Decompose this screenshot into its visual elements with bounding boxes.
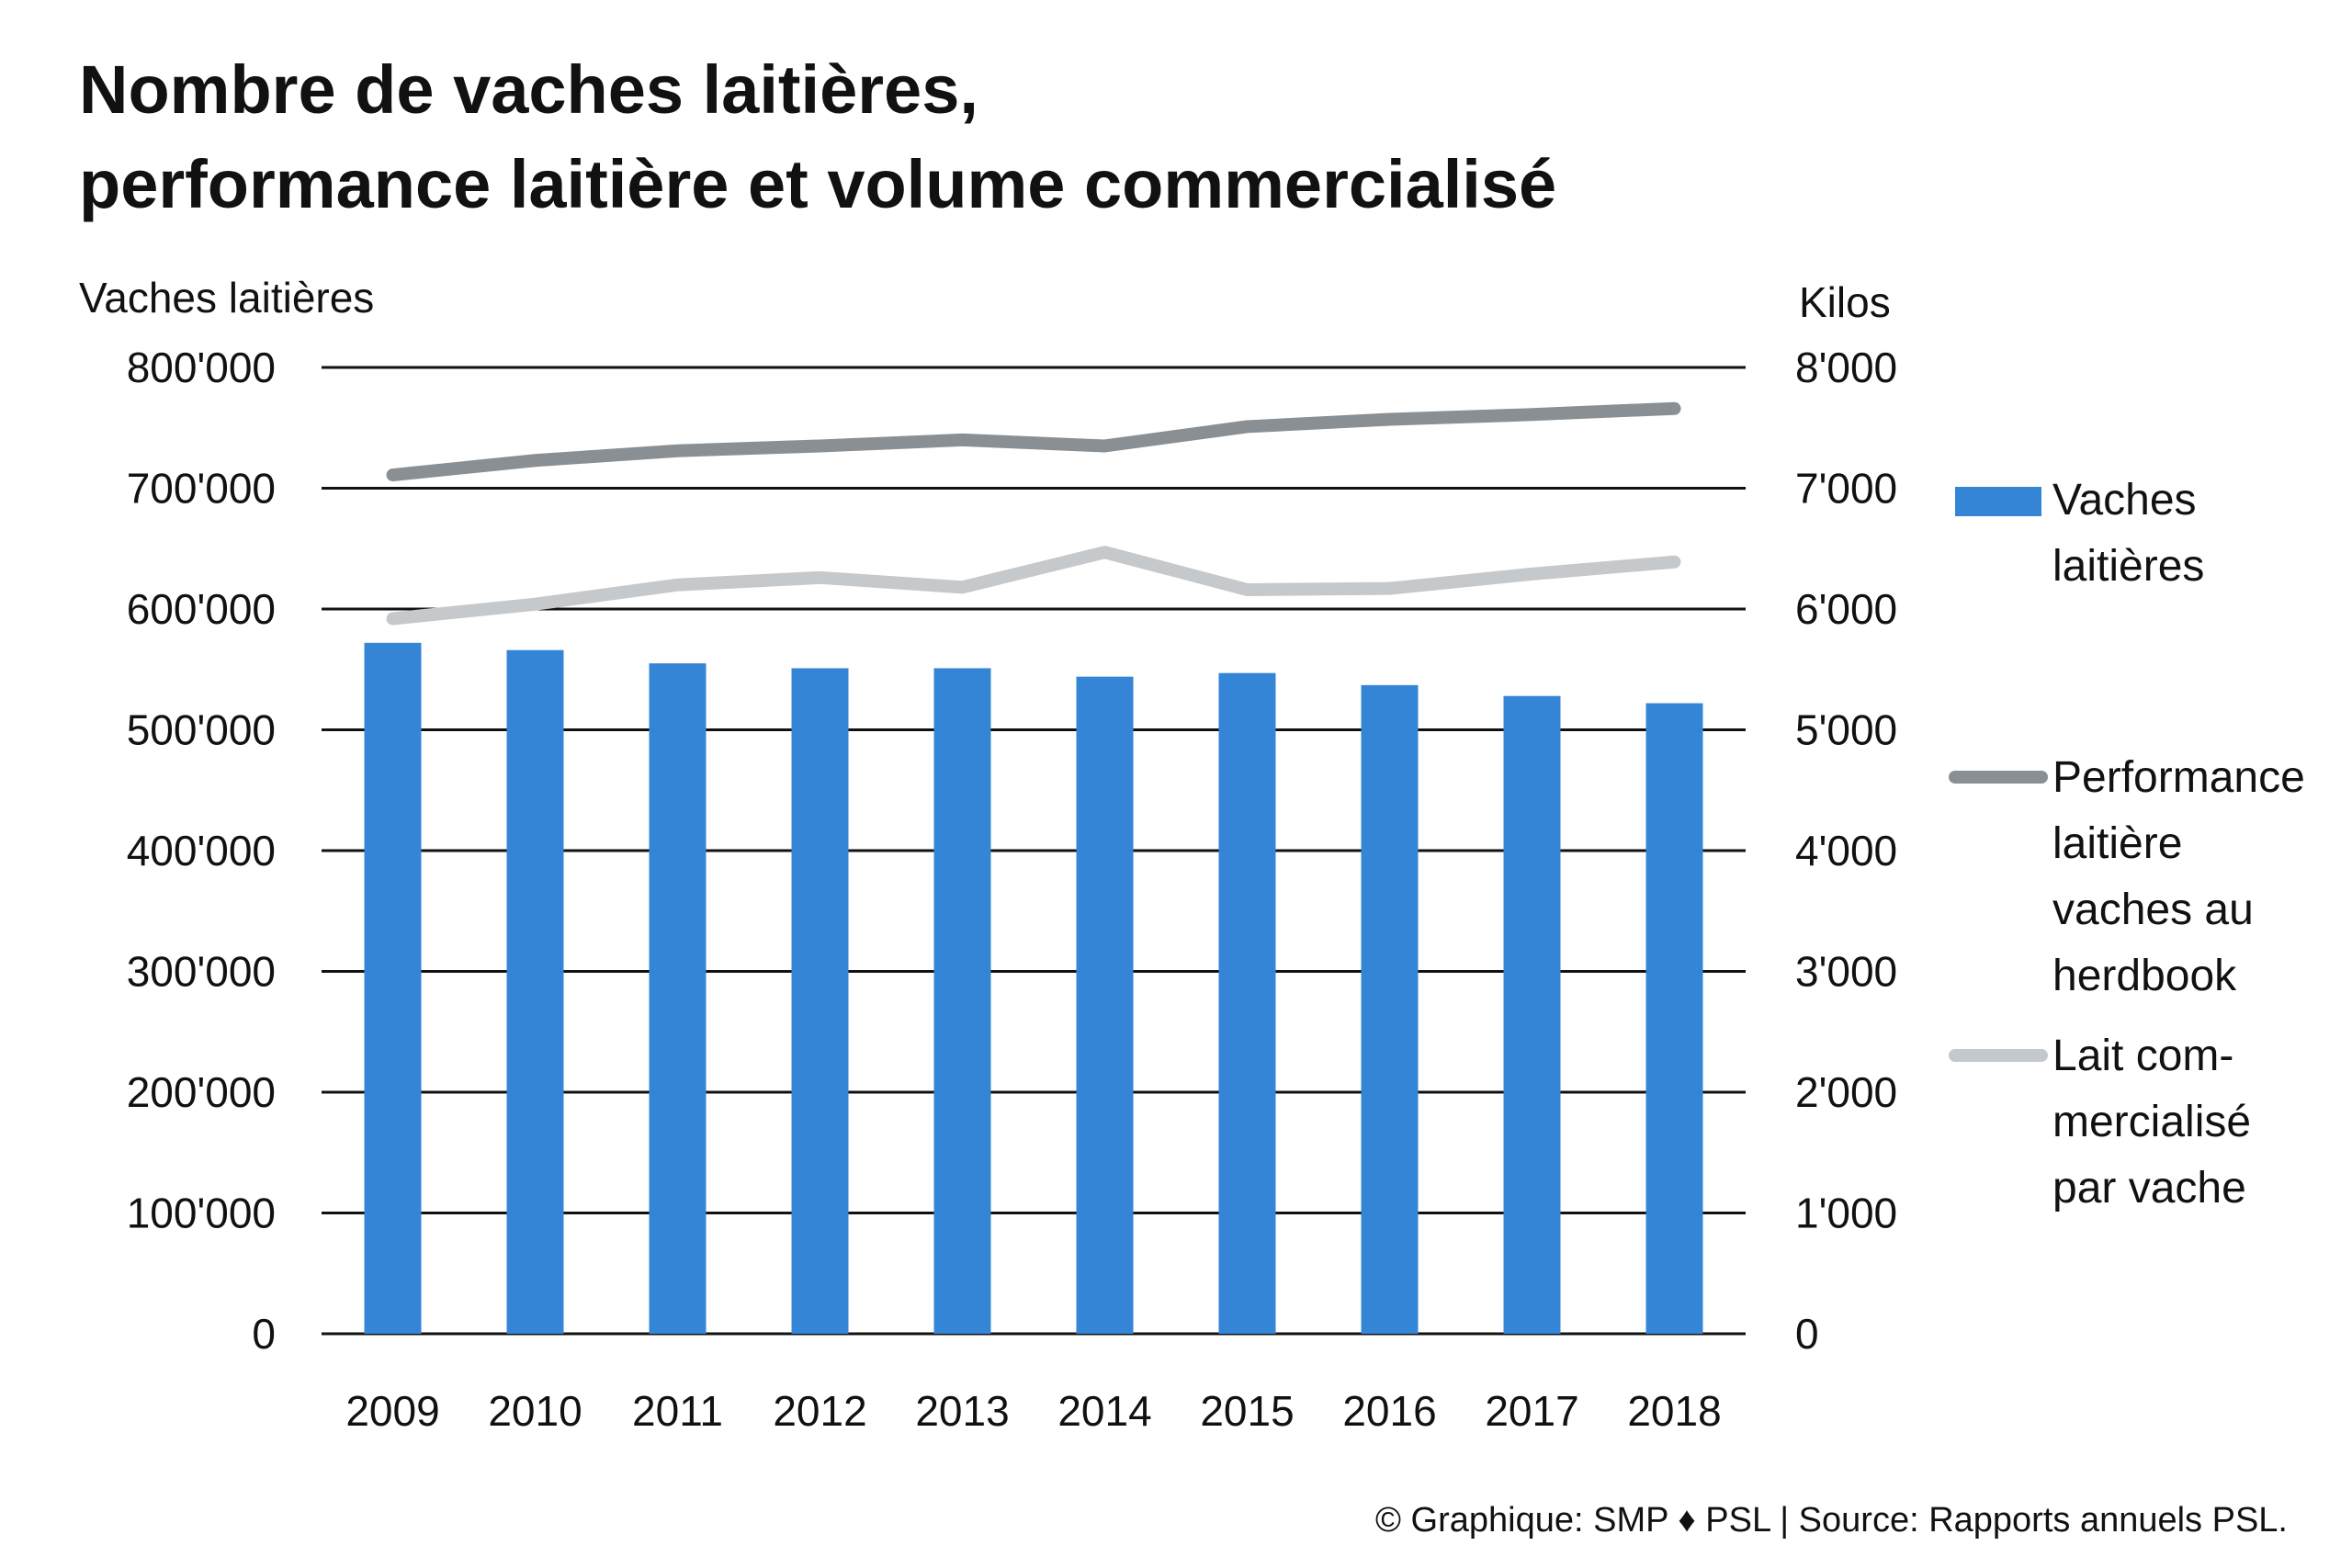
right-tick-label: 0 — [1795, 1310, 1819, 1358]
chart-title-line-2: performance laitière et volume commercia… — [79, 146, 1556, 222]
legend-label: Vaches — [2052, 476, 2197, 525]
line-point — [676, 449, 679, 452]
left-tick-label: 700'000 — [127, 465, 276, 513]
x-tick-label: 2014 — [1057, 1387, 1151, 1435]
x-tick-label: 2016 — [1342, 1387, 1436, 1435]
right-axis-title: Kilos — [1799, 278, 1891, 326]
left-tick-label: 600'000 — [127, 585, 276, 633]
right-tick-label: 6'000 — [1795, 585, 1897, 633]
left-tick-label: 800'000 — [127, 344, 276, 391]
bar-2010 — [506, 649, 564, 1334]
line-point — [1103, 445, 1106, 447]
right-tick-label: 3'000 — [1795, 948, 1897, 996]
left-tick-label: 400'000 — [127, 827, 276, 874]
left-tick-label: 200'000 — [127, 1068, 276, 1116]
left-tick-label: 300'000 — [127, 948, 276, 996]
left-tick-label: 500'000 — [127, 706, 276, 754]
line-point — [961, 586, 964, 589]
line-point — [1388, 587, 1391, 590]
line-series-1 — [386, 401, 1681, 482]
bar-2014 — [1076, 676, 1134, 1334]
legend-label: laitières — [2052, 542, 2204, 591]
x-tick-label: 2017 — [1485, 1387, 1578, 1435]
right-tick-label: 5'000 — [1795, 706, 1897, 754]
x-tick-label: 2010 — [488, 1387, 582, 1435]
x-tick-label: 2011 — [632, 1387, 723, 1435]
x-tick-label: 2015 — [1200, 1387, 1294, 1435]
x-tick-label: 2009 — [345, 1387, 439, 1435]
line-point — [534, 459, 537, 462]
line-point — [1103, 551, 1106, 554]
legend: Vaches laitières Performance laitière vaches… — [1949, 476, 2305, 1213]
line-point — [1673, 560, 1676, 563]
line-point — [676, 583, 679, 586]
legend-label: mercialisé — [2052, 1098, 2251, 1146]
right-tick-label: 4'000 — [1795, 827, 1897, 874]
x-tick-label: 2013 — [915, 1387, 1009, 1435]
legend-item: Lait com-mercialisé par vache — [1949, 1032, 2251, 1213]
line-point — [391, 617, 394, 620]
line-point — [1531, 572, 1533, 575]
right-tick-label: 7'000 — [1795, 465, 1897, 513]
chart-title-line-1: Nombre de vaches laitières, — [79, 51, 978, 128]
source-credit: © Graphique: SMP ♦ PSL | Source: Rapport… — [1375, 1501, 2288, 1540]
line-point — [819, 576, 821, 579]
line-point — [961, 438, 964, 441]
legend-label: herdbook — [2052, 952, 2237, 1000]
bar-2016 — [1361, 684, 1419, 1334]
legend-item: Performance laitière vaches au herdbook — [1949, 753, 2305, 1000]
line-point — [1531, 413, 1533, 416]
left-axis-ticks: 0 100'000 200'000 300'000 400'000 500'000 600'… — [127, 344, 276, 1358]
line-point — [391, 474, 394, 477]
line-point — [1246, 588, 1249, 591]
right-axis-ticks: 0 1'000 2'000 3'000 4'000 5'000 6'000 7'000 8'00… — [1795, 344, 1897, 1358]
legend-label: Performance — [2052, 753, 2305, 802]
line-point — [1246, 425, 1249, 428]
bar-2015 — [1218, 672, 1276, 1334]
x-tick-label: 2018 — [1627, 1387, 1721, 1435]
bar-2011 — [649, 663, 707, 1334]
legend-label: vaches au — [2052, 886, 2254, 934]
bar-2017 — [1503, 695, 1561, 1334]
x-axis-ticks: 2009 2010 2011 2012 2013 2014 2015 2016 2017 2018 — [345, 1387, 1721, 1435]
right-tick-label: 1'000 — [1795, 1190, 1897, 1237]
line-point — [1673, 407, 1676, 410]
line-series-2 — [386, 546, 1681, 626]
bar-2012 — [791, 668, 849, 1334]
bar-2013 — [933, 668, 991, 1334]
legend-swatch — [1955, 487, 2041, 516]
legend-label: laitière — [2052, 819, 2182, 868]
left-tick-label: 100'000 — [127, 1190, 276, 1237]
bar-2018 — [1645, 703, 1703, 1334]
bar-series — [364, 642, 1703, 1334]
legend-label: par vache — [2052, 1164, 2246, 1213]
legend-label: Lait com- — [2052, 1032, 2233, 1080]
bar-2009 — [364, 642, 422, 1334]
left-tick-label: 0 — [252, 1310, 276, 1358]
line-series — [386, 401, 1681, 626]
right-tick-label: 8'000 — [1795, 344, 1897, 391]
line-point — [534, 603, 537, 605]
x-tick-label: 2012 — [773, 1387, 866, 1435]
legend-item: Vaches laitières — [1955, 476, 2204, 591]
chart-title: Nombre de vaches laitières, performance … — [79, 51, 1556, 222]
left-axis-title: Vaches laitières — [79, 274, 374, 321]
line-point — [819, 445, 821, 447]
right-tick-label: 2'000 — [1795, 1068, 1897, 1116]
line-point — [1388, 418, 1391, 421]
